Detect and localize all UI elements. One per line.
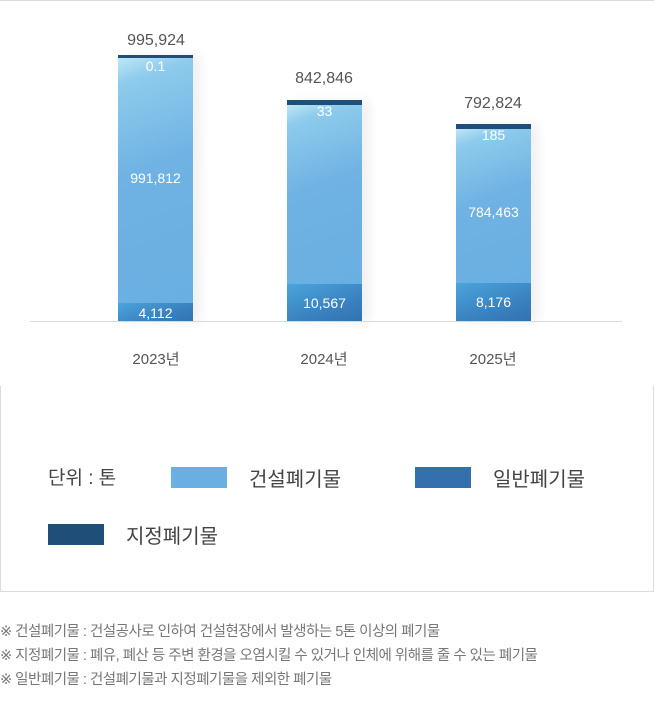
construction-value: 991,812 (130, 170, 181, 186)
segment-general (118, 303, 193, 322)
footnotes: ※ 건설폐기물 : 건설공사로 인하여 건설현장에서 발생하는 5톤 이상의 폐… (0, 620, 654, 692)
x-tick-2025: 2025년 (469, 351, 517, 368)
legend-item-general: 일반폐기물 (415, 463, 585, 492)
segment-general (287, 284, 362, 322)
general-value: 10,567 (303, 295, 346, 311)
footnote-general: ※ 일반폐기물 : 건설폐기물과 지정폐기물을 제외한 폐기물 (0, 672, 332, 688)
unit-label: 단위 : 톤 (48, 468, 117, 489)
segment-designated (287, 100, 362, 105)
bar-2025: 185 784,463 8,176 (456, 124, 531, 322)
legend-label: 건설폐기물 (249, 469, 341, 491)
legend-swatch-designated (48, 524, 104, 545)
legend-label: 지정폐기물 (126, 526, 218, 548)
total-label-2025: 792,824 (464, 95, 522, 112)
legend-label: 일반폐기물 (493, 469, 585, 491)
general-value: 4,112 (138, 305, 173, 321)
bar-2024: 33 10,567 (287, 100, 362, 322)
legend-item-designated: 지정폐기물 (48, 520, 218, 549)
x-tick-2023: 2023년 (132, 351, 180, 368)
legend-swatch-general (415, 467, 471, 488)
total-label-2023: 995,924 (127, 32, 185, 49)
segment-designated (456, 124, 531, 129)
segment-construction (287, 105, 362, 284)
total-label-2024: 842,846 (295, 70, 353, 87)
segment-general (456, 283, 531, 322)
legend-swatch-construction (171, 467, 227, 488)
chart-area: 995,924 0.1 991,812 4,112 2023년 842,846 … (0, 0, 654, 368)
x-axis-baseline (30, 321, 622, 322)
segment-construction (118, 58, 193, 303)
segment-designated (118, 55, 193, 58)
general-value: 8,176 (475, 294, 512, 310)
footnote-designated: ※ 지정폐기물 : 폐유, 폐산 등 주변 환경을 오염시킬 수 있거나 인체에… (0, 648, 538, 664)
x-tick-2024: 2024년 (300, 351, 348, 368)
designated-value: 33 (316, 103, 333, 119)
legend-item-construction: 건설폐기물 (171, 463, 341, 492)
designated-value: 185 (481, 127, 506, 143)
bar-2023: 0.1 991,812 4,112 (118, 55, 193, 322)
construction-value: 784,463 (468, 204, 519, 220)
designated-value: 0.1 (145, 58, 166, 74)
footnote-construction: ※ 건설폐기물 : 건설공사로 인하여 건설현장에서 발생하는 5톤 이상의 폐… (0, 624, 440, 640)
segment-construction (456, 129, 531, 283)
